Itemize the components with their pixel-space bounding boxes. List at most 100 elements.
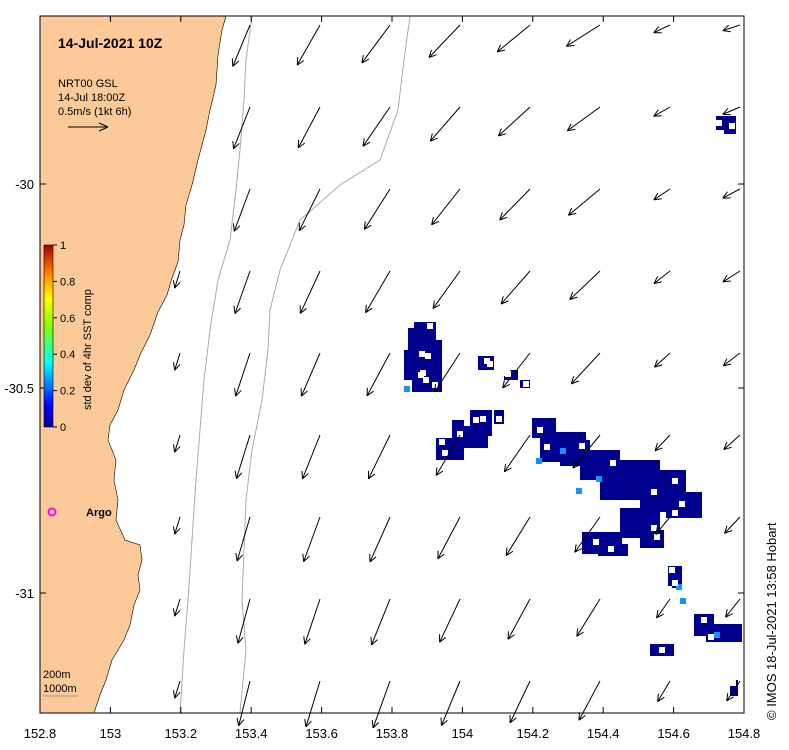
current-vector bbox=[237, 598, 251, 644]
current-vector bbox=[725, 598, 741, 618]
current-vector-head bbox=[434, 384, 437, 393]
current-vector-head bbox=[236, 472, 243, 479]
current-vector-head bbox=[234, 388, 237, 397]
current-vector-head bbox=[505, 547, 508, 556]
current-vector bbox=[174, 270, 181, 289]
current-vector bbox=[174, 516, 181, 535]
current-vector bbox=[655, 516, 671, 535]
current-vector-head bbox=[296, 57, 299, 66]
current-vector-head bbox=[653, 281, 662, 284]
current-vector-head bbox=[363, 221, 366, 230]
map-title: 14-Jul-2021 10Z bbox=[58, 35, 163, 51]
sst-std-gap bbox=[544, 444, 550, 450]
x-tick-label: 153 bbox=[100, 726, 122, 741]
current-vector bbox=[233, 188, 251, 232]
current-vector-head bbox=[500, 296, 504, 305]
current-vector bbox=[434, 352, 461, 393]
current-vector bbox=[496, 24, 531, 53]
current-vector-head bbox=[567, 128, 576, 132]
current-vector-head bbox=[726, 692, 729, 702]
current-vector-head bbox=[502, 383, 511, 389]
current-vector bbox=[568, 188, 601, 216]
current-vector-head bbox=[722, 280, 731, 283]
land-mass bbox=[39, 15, 227, 714]
credit-text: © IMOS 18-Jul-2021 13:58 Hobart bbox=[764, 522, 779, 720]
current-vector-head bbox=[232, 140, 234, 149]
current-vector-head bbox=[237, 637, 244, 644]
current-vector bbox=[653, 270, 671, 284]
current-vector-head bbox=[499, 216, 508, 221]
current-vector-head bbox=[723, 441, 728, 450]
current-vector-head bbox=[428, 54, 437, 58]
current-vector-head bbox=[236, 717, 240, 726]
current-vector-head bbox=[441, 719, 448, 726]
current-vector-head bbox=[653, 192, 659, 201]
current-vector-head bbox=[429, 133, 433, 142]
current-vector-head bbox=[657, 693, 659, 702]
current-vector-head bbox=[655, 530, 664, 535]
current-vector bbox=[366, 352, 391, 397]
x-tick-label: 153.4 bbox=[235, 726, 268, 741]
current-vector bbox=[304, 598, 321, 645]
current-vector-head bbox=[172, 362, 176, 371]
current-vector-head bbox=[303, 555, 310, 562]
current-vector-head bbox=[298, 225, 306, 232]
current-vector-head bbox=[296, 60, 305, 66]
current-vector bbox=[431, 188, 461, 226]
current-vector-head bbox=[305, 720, 312, 728]
sst-std-gap bbox=[423, 377, 429, 383]
current-vector-head bbox=[504, 467, 512, 473]
current-vector-head bbox=[435, 467, 438, 476]
legend-line-3: 0.5m/s (1kt 6h) bbox=[58, 106, 131, 118]
current-vector bbox=[300, 352, 321, 397]
current-vector bbox=[653, 106, 671, 117]
sst-std-gap bbox=[672, 510, 678, 516]
current-vector-head bbox=[569, 296, 578, 301]
sst-std-gap bbox=[484, 358, 490, 364]
current-vector bbox=[441, 680, 461, 726]
current-vector-head bbox=[505, 550, 514, 557]
current-vector-head bbox=[722, 30, 731, 33]
colorbar bbox=[43, 244, 54, 428]
current-vector-head bbox=[174, 610, 181, 617]
current-vector-head bbox=[174, 282, 181, 289]
current-vector-head bbox=[371, 639, 378, 646]
current-vector bbox=[656, 598, 671, 619]
current-vector-head bbox=[568, 212, 577, 216]
sst-std-gap bbox=[651, 525, 657, 531]
current-vector-head bbox=[576, 631, 584, 637]
current-vector-head bbox=[361, 54, 364, 64]
current-vector bbox=[365, 270, 391, 313]
current-vector bbox=[371, 598, 391, 646]
current-vector bbox=[572, 434, 601, 469]
current-vector-head bbox=[725, 609, 728, 618]
current-vector-head bbox=[725, 613, 733, 618]
sst-std-gap bbox=[669, 567, 675, 573]
current-vector bbox=[722, 270, 741, 283]
current-vector bbox=[232, 24, 251, 67]
current-vector-head bbox=[302, 473, 309, 480]
current-vector bbox=[722, 352, 741, 367]
current-vector-head bbox=[657, 696, 665, 702]
current-vector-head bbox=[365, 304, 367, 313]
current-vector-head bbox=[233, 225, 241, 232]
sst-std-gap bbox=[537, 427, 543, 433]
sst-std-gap bbox=[442, 450, 448, 456]
current-vector-head bbox=[430, 137, 438, 142]
current-vector-head bbox=[502, 380, 505, 389]
x-tick-label: 153.8 bbox=[376, 726, 409, 741]
current-vector bbox=[299, 270, 321, 314]
current-vector-head bbox=[572, 464, 581, 469]
current-vector-head bbox=[574, 544, 577, 553]
current-vector bbox=[174, 434, 181, 453]
sst-std-pixel-mid bbox=[596, 476, 602, 482]
sst-std-gap bbox=[505, 371, 511, 377]
legend-line-1: NRT00 GSL bbox=[58, 78, 118, 90]
current-vector-head bbox=[371, 719, 374, 729]
current-vector-head bbox=[431, 216, 434, 225]
current-vector bbox=[369, 516, 391, 563]
x-axis: 152.8 153 153.2 153.4 153.6 153.8 154 154.2 154.… bbox=[24, 16, 760, 741]
current-vector-head bbox=[369, 556, 377, 563]
current-vector-head bbox=[722, 24, 730, 32]
